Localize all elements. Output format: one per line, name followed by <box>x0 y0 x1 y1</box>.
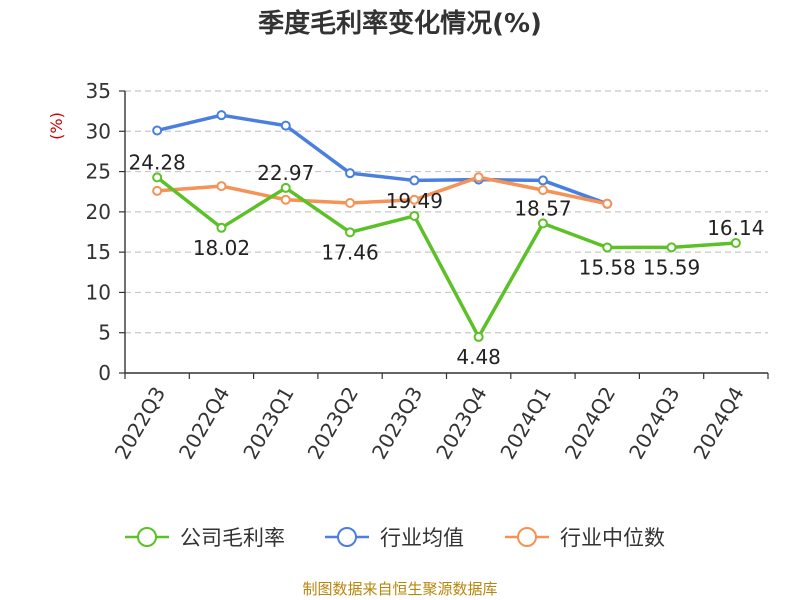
data-label: 4.48 <box>456 345 501 369</box>
y-axis-ticks: 0 5 10 15 20 25 30 35 <box>86 79 125 385</box>
legend-label: 公司毛利率 <box>180 526 285 550</box>
data-point <box>152 185 163 196</box>
x-tick-label: 2023Q1 <box>238 383 298 464</box>
legend-swatch-marker <box>337 527 357 547</box>
legend-swatch-marker <box>517 527 537 547</box>
data-point <box>216 222 227 233</box>
data-label: 17.46 <box>321 240 378 264</box>
y-tick-label: 5 <box>98 321 111 345</box>
data-point <box>216 181 227 192</box>
data-point <box>473 172 484 183</box>
data-label: 22.97 <box>257 161 314 185</box>
legend-swatch-marker <box>137 527 157 547</box>
series-line-0 <box>156 175 736 339</box>
data-point <box>537 185 548 196</box>
data-label: 18.02 <box>193 236 250 260</box>
data-point <box>409 175 420 186</box>
data-point <box>602 198 613 209</box>
data-point <box>537 175 548 186</box>
data-point <box>345 168 356 179</box>
series-lines <box>152 110 741 342</box>
grid-lines <box>125 90 768 334</box>
x-tick-label: 2023Q2 <box>303 383 363 464</box>
data-point <box>216 110 227 121</box>
data-label: 15.59 <box>643 255 700 279</box>
legend-label: 行业均值 <box>380 526 464 550</box>
data-label: 15.58 <box>579 255 636 279</box>
y-tick-label: 25 <box>86 160 111 184</box>
data-source-note: 制图数据来自恒生聚源数据库 <box>302 580 497 598</box>
y-tick-label: 10 <box>86 280 111 304</box>
x-tick-label: 2024Q4 <box>688 383 748 464</box>
x-tick-label: 2024Q3 <box>624 383 684 464</box>
data-point <box>152 172 163 183</box>
data-point <box>730 237 741 248</box>
x-tick-label: 2022Q4 <box>174 383 234 464</box>
legend-item[interactable]: 行业均值 <box>325 526 464 550</box>
data-point <box>473 331 484 342</box>
legend-item[interactable]: 行业中位数 <box>505 526 665 550</box>
data-point <box>345 197 356 208</box>
x-tick-label: 2023Q4 <box>431 383 491 464</box>
y-tick-label: 30 <box>86 119 111 143</box>
data-point <box>152 125 163 136</box>
data-label: 18.57 <box>514 196 571 220</box>
data-point <box>345 227 356 238</box>
y-tick-label: 0 <box>98 361 111 385</box>
data-point <box>280 120 291 131</box>
data-point <box>409 194 420 205</box>
data-point <box>409 210 420 221</box>
x-axis-ticks: 2022Q3 2022Q4 2023Q1 2023Q2 2023Q3 2023Q4 2024… <box>110 373 769 464</box>
data-point <box>666 242 677 253</box>
legend-label: 行业中位数 <box>560 526 665 550</box>
data-label: 24.28 <box>129 150 186 174</box>
y-tick-label: 15 <box>86 240 111 264</box>
x-tick-label: 2024Q2 <box>560 383 620 464</box>
x-tick-label: 2022Q3 <box>110 383 170 464</box>
y-tick-label: 20 <box>86 200 111 224</box>
chart-title: 季度毛利率变化情况(%) <box>258 8 542 39</box>
data-labels: 24.28 18.02 22.97 17.46 19.49 4.48 18.57 15.58 1… <box>129 150 765 369</box>
legend-item[interactable]: 公司毛利率 <box>125 526 285 550</box>
y-axis-unit-label: (%) <box>47 112 66 140</box>
x-tick-label: 2024Q1 <box>495 383 555 464</box>
data-point <box>537 218 548 229</box>
data-label: 19.49 <box>386 189 443 213</box>
series-line-2 <box>157 175 608 206</box>
x-tick-label: 2023Q3 <box>367 383 427 464</box>
legend[interactable]: 公司毛利率 行业均值 行业中位数 <box>125 526 665 550</box>
data-point <box>602 242 613 253</box>
data-label: 16.14 <box>707 216 764 240</box>
data-point <box>280 194 291 205</box>
y-tick-label: 35 <box>86 79 111 103</box>
series-line-1 <box>156 113 608 206</box>
data-point <box>280 182 291 193</box>
